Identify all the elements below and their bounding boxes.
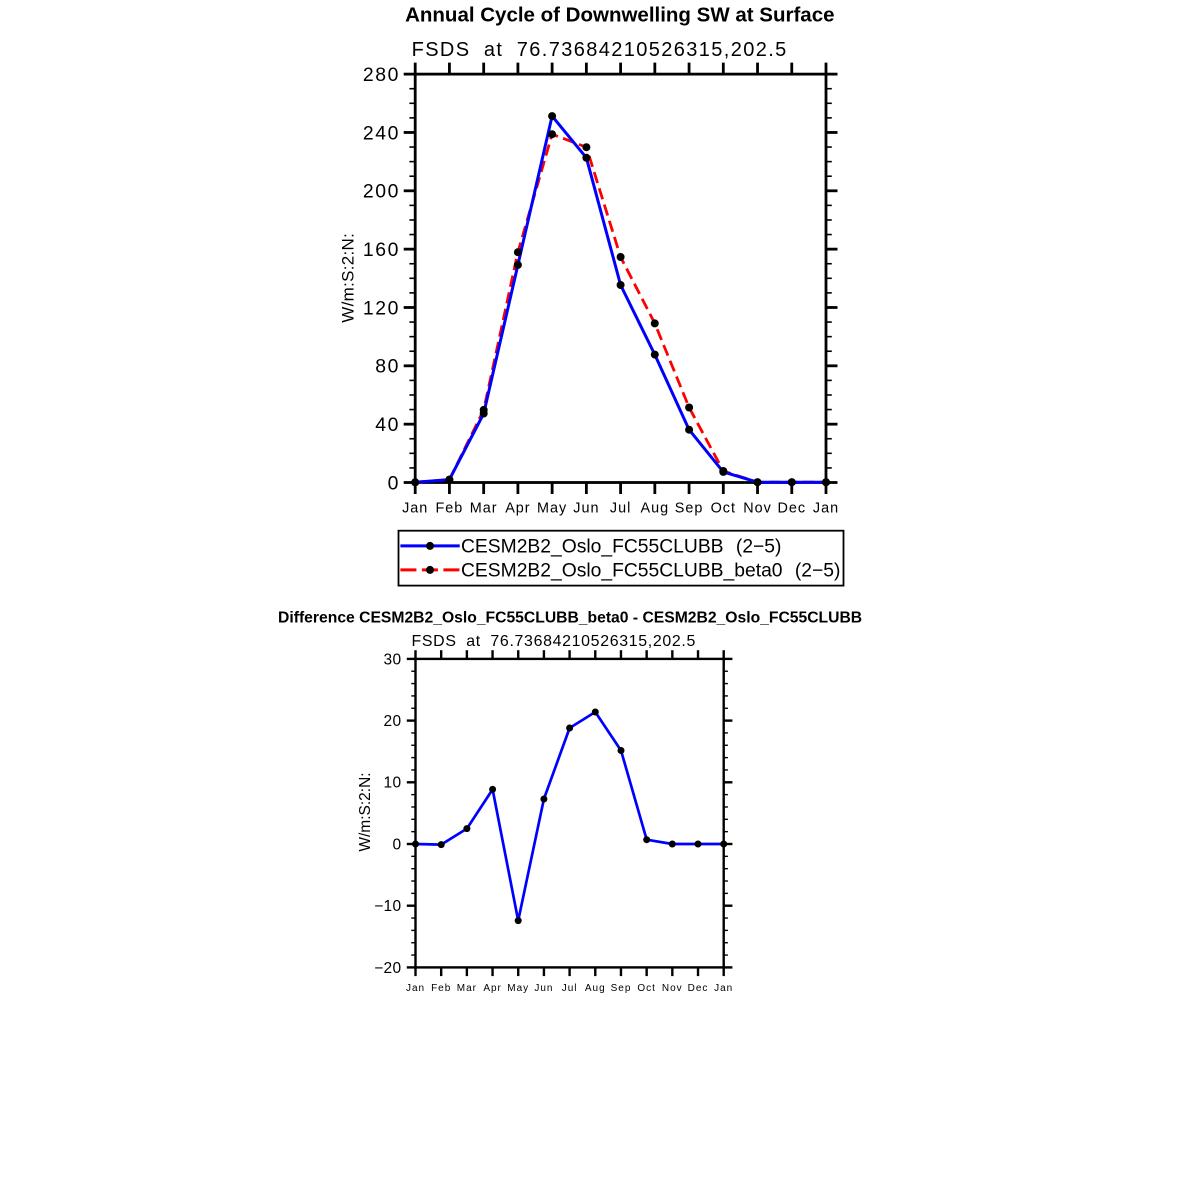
svg-text:Apr: Apr [505,501,530,517]
svg-text:−20: −20 [374,960,401,977]
svg-text:Jan: Jan [813,501,839,517]
svg-text:80: 80 [375,356,400,378]
svg-text:Mar: Mar [457,983,477,994]
svg-text:Oct: Oct [637,983,656,994]
svg-text:Annual Cycle of Downwelling SW: Annual Cycle of Downwelling SW at Surfac… [405,3,834,26]
svg-text:Sep: Sep [611,983,632,994]
svg-text:10: 10 [384,775,402,792]
svg-text:FSDS at 76.73684210526315,202.: FSDS at 76.73684210526315,202.5 [412,633,697,650]
svg-text:Dec: Dec [778,501,807,517]
svg-text:0: 0 [388,472,400,494]
svg-text:Jun: Jun [534,983,553,994]
svg-text:Apr: Apr [483,983,502,994]
svg-text:May: May [507,983,529,994]
svg-text:Nov: Nov [743,501,772,517]
svg-text:Nov: Nov [662,983,683,994]
svg-text:0: 0 [392,836,401,853]
svg-text:Difference CESM2B2_Oslo_FC55CL: Difference CESM2B2_Oslo_FC55CLUBB_beta0 … [278,610,862,627]
svg-text:Jul: Jul [610,501,631,517]
svg-text:40: 40 [375,414,400,436]
svg-text:Jul: Jul [562,983,578,994]
svg-text:200: 200 [363,181,400,203]
svg-text:FSDS at 76.73684210526315,202.: FSDS at 76.73684210526315,202.5 [412,39,788,61]
svg-text:Aug: Aug [640,501,669,517]
svg-text:Jan: Jan [714,983,733,994]
svg-text:240: 240 [363,122,400,144]
svg-text:W/m:S:2:N:: W/m:S:2:N: [357,772,374,851]
svg-text:Oct: Oct [711,501,736,517]
svg-text:Feb: Feb [435,501,463,517]
svg-text:Jan: Jan [406,983,425,994]
svg-text:CESM2B2_Oslo_FC55CLUBB (2−5): CESM2B2_Oslo_FC55CLUBB (2−5) [461,537,781,558]
svg-text:Jun: Jun [573,501,599,517]
svg-text:Jan: Jan [402,501,428,517]
svg-text:Aug: Aug [585,983,606,994]
svg-text:20: 20 [384,713,402,730]
svg-text:Feb: Feb [431,983,451,994]
svg-text:120: 120 [363,297,400,319]
svg-text:Mar: Mar [470,501,498,517]
svg-text:CESM2B2_Oslo_FC55CLUBB_beta0 (: CESM2B2_Oslo_FC55CLUBB_beta0 (2−5) [461,561,840,582]
svg-text:30: 30 [384,651,402,668]
svg-text:Sep: Sep [675,501,704,517]
svg-text:280: 280 [363,64,400,86]
svg-text:W/m:S:2:N:: W/m:S:2:N: [339,233,358,323]
svg-text:May: May [537,501,567,517]
svg-text:−10: −10 [374,898,401,915]
svg-text:160: 160 [363,239,400,261]
svg-text:Dec: Dec [688,983,709,994]
